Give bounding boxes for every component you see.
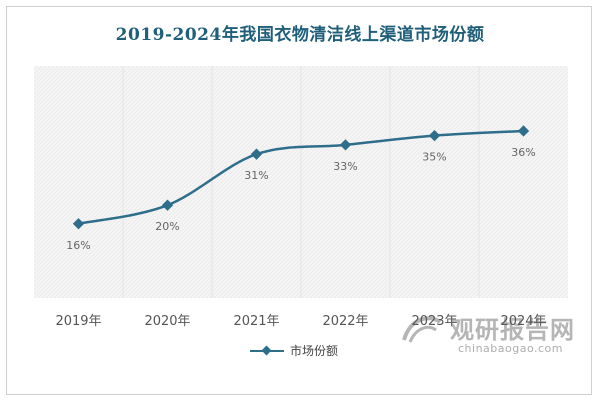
- watermark: 观研报告网 chinabaogao.com: [400, 308, 590, 360]
- watermark-name: 观研报告网: [450, 316, 575, 344]
- legend-label: 市场份额: [290, 344, 339, 358]
- x-tick-label: 2024年: [500, 314, 546, 329]
- chart-title: 2019-2024年我国衣物清洁线上渠道市场份额: [115, 25, 485, 45]
- data-label: 16%: [66, 239, 90, 252]
- legend: 市场份额: [250, 342, 338, 359]
- x-tick-label: 2022年: [322, 314, 368, 329]
- x-tick-label: 2023年: [411, 314, 457, 329]
- data-point-marker: [250, 148, 263, 160]
- data-point-marker: [339, 139, 352, 151]
- x-tick-label: 2020年: [144, 314, 190, 329]
- x-tick-label: 2019年: [55, 314, 101, 329]
- series-line-market-share: [78, 129, 524, 225]
- data-label: 20%: [155, 220, 179, 233]
- data-label: 36%: [511, 146, 535, 159]
- data-label: 33%: [333, 160, 357, 173]
- legend-swatch-icon: [250, 345, 284, 357]
- data-point-marker: [161, 199, 174, 211]
- data-label: 35%: [422, 151, 446, 164]
- watermark-url: chinabaogao.com: [458, 342, 563, 355]
- watermark-logo-icon: [402, 316, 442, 343]
- data-label: 31%: [244, 169, 268, 182]
- data-point-marker: [428, 129, 441, 142]
- x-tick-label: 2021年: [233, 314, 279, 329]
